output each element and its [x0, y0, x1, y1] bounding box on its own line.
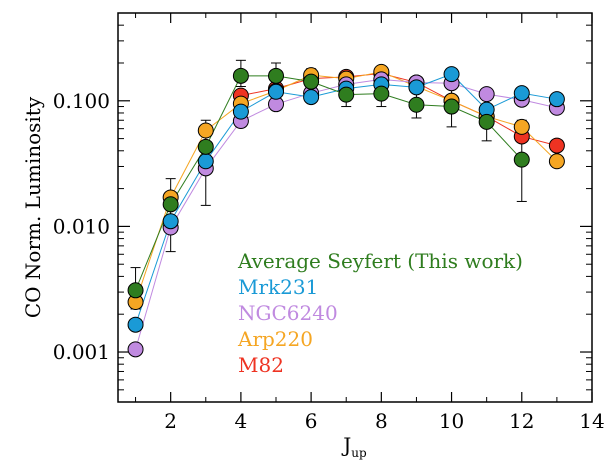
x-tick-label: 12 [509, 409, 534, 433]
data-point [443, 66, 460, 83]
legend-entry: Arp220 [237, 327, 313, 351]
data-point [443, 98, 460, 115]
data-point [197, 138, 214, 155]
data-point [513, 85, 530, 102]
legend-entry: Mrk231 [238, 275, 318, 299]
legend-entry: M82 [238, 353, 284, 377]
y-tick-label: 0.010 [53, 214, 110, 238]
x-tick-label: 2 [164, 409, 177, 433]
data-point [268, 67, 284, 84]
y-axis-title: CO Norm. Luminosity [21, 96, 45, 318]
x-tick-label: 8 [375, 409, 388, 433]
y-tick-label: 0.100 [53, 89, 110, 113]
data-point [197, 153, 214, 170]
data-point [513, 118, 530, 135]
x-axis-title-main: J [341, 433, 351, 457]
data-point [232, 103, 249, 120]
data-point [303, 73, 320, 90]
data-point [162, 213, 179, 230]
plot-frame [117, 12, 593, 403]
legend: Average Seyfert (This work)Mrk231NGC6240… [237, 249, 523, 377]
data-point [478, 86, 495, 103]
data-point [338, 86, 355, 103]
series-line [240, 72, 558, 147]
x-tick-label: 14 [579, 409, 604, 433]
data-point [303, 89, 320, 106]
x-tick-label: 4 [235, 409, 248, 433]
data-point [513, 151, 530, 168]
x-axis-title: Jup [341, 433, 367, 460]
data-point [478, 113, 495, 130]
axis-ticks [118, 12, 593, 403]
x-tick-label: 6 [305, 409, 318, 433]
series-points [127, 63, 565, 358]
data-point [127, 341, 144, 358]
data-point [548, 91, 565, 108]
data-point [197, 122, 214, 139]
legend-entry: Average Seyfert (This work) [237, 249, 523, 273]
axis-tick-labels: 2 4 6 8 10 12 14 0.001 0.010 0.100 [53, 89, 605, 433]
data-point [548, 153, 565, 170]
data-point [373, 85, 390, 102]
data-point [127, 316, 144, 333]
data-point [408, 96, 425, 113]
data-point [127, 282, 144, 299]
data-point [268, 83, 284, 100]
data-point [162, 196, 179, 213]
y-tick-label: 0.001 [53, 340, 110, 364]
data-point [548, 137, 565, 154]
data-point [232, 67, 249, 84]
legend-entry: NGC6240 [238, 301, 338, 325]
x-tick-label: 10 [439, 409, 464, 433]
x-axis-title-subscript: up [351, 446, 367, 460]
data-point [408, 79, 425, 96]
